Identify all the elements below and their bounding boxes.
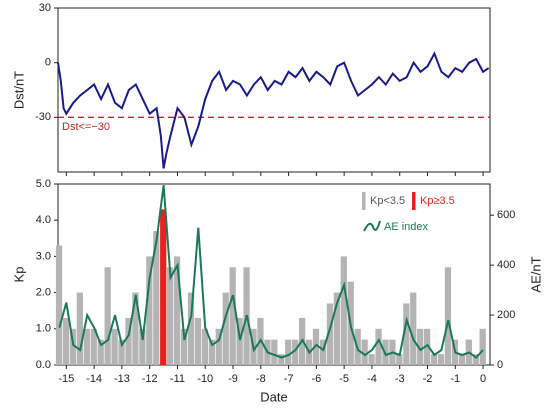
kp-bar	[173, 256, 181, 365]
kp-bar	[417, 328, 424, 365]
y-tick-label: 30	[39, 2, 51, 14]
legend-swatch	[412, 192, 416, 210]
x-tick-label: -5	[339, 373, 349, 385]
y-tick-label: 3.0	[36, 250, 51, 262]
y-tick-label: -30	[35, 111, 51, 123]
x-tick-label: -3	[395, 373, 405, 385]
y-tick-label: 0.0	[36, 359, 51, 371]
kp-bar	[333, 292, 340, 365]
kp-bar	[97, 339, 104, 365]
y-tick-label: 2.0	[36, 287, 51, 299]
kp-bar	[62, 317, 70, 365]
x-axis-label: Date	[260, 389, 287, 404]
x-tick-label: -13	[114, 373, 130, 385]
kp-bar	[472, 354, 479, 365]
x-tick-label: -14	[86, 373, 102, 385]
kp-bar	[396, 354, 403, 365]
legend-swatch	[363, 220, 381, 232]
y-axis-label: Dst/nT	[11, 71, 26, 109]
kp-bar	[146, 256, 153, 365]
kp-bar	[368, 354, 375, 365]
kp-bar	[236, 317, 243, 365]
kp-bar	[83, 328, 90, 365]
x-tick-label: -10	[197, 373, 213, 385]
x-tick-label: -12	[142, 373, 158, 385]
kp-bar	[111, 328, 118, 365]
x-tick-label: -15	[58, 373, 74, 385]
kp-bar	[180, 328, 188, 365]
kp-bar	[319, 339, 327, 365]
x-tick-label: 0	[480, 373, 486, 385]
kp-bar	[403, 303, 410, 365]
legend-label: Kp≥3.5	[420, 195, 455, 207]
kp-bar	[292, 339, 299, 365]
kp-bar	[104, 267, 111, 365]
kp-bar	[222, 292, 229, 365]
x-tick-label: -6	[311, 373, 321, 385]
series-line	[57, 51, 490, 169]
x-tick-label: -11	[170, 373, 185, 385]
kp-bar	[167, 267, 174, 365]
series-line	[58, 185, 484, 359]
kp-bar	[125, 317, 132, 365]
y-axis-label: Kp	[11, 267, 26, 283]
kp-bar	[153, 231, 160, 365]
kp-bar	[229, 267, 236, 365]
y2-axis-label: AE/nT	[528, 256, 543, 292]
kp-bar	[90, 328, 97, 365]
kp-bar	[271, 339, 278, 365]
plot-frame	[57, 7, 491, 173]
kp-bar	[187, 292, 195, 365]
kp-bar	[458, 354, 465, 365]
x-tick-label: -9	[228, 373, 238, 385]
kp-bar	[430, 354, 438, 365]
kp-bar	[194, 317, 202, 365]
kp-bar	[361, 339, 368, 365]
kp-bar	[278, 354, 285, 365]
kp-bar	[215, 328, 222, 365]
kp-bar	[285, 339, 292, 365]
x-tick-label: -7	[284, 373, 294, 385]
kp-bar	[69, 328, 77, 365]
kp-bar	[375, 328, 382, 365]
kp-bar	[479, 328, 486, 365]
kp-bar	[160, 209, 167, 365]
y-tick-label: 1.0	[36, 323, 51, 335]
legend-swatch	[362, 192, 366, 210]
kp-bar	[208, 339, 215, 365]
kp-bar	[76, 292, 84, 365]
annotation: Dst<=−30	[62, 121, 110, 133]
x-tick-label: -1	[450, 373, 460, 385]
y-tick-label: 5.0	[36, 178, 51, 190]
kp-bar	[444, 267, 452, 365]
kp-bar	[410, 292, 417, 365]
y2-tick-label: 400	[497, 259, 515, 271]
kp-bar	[201, 328, 209, 365]
y2-tick-label: 0	[497, 359, 503, 371]
legend-label: AE index	[384, 221, 429, 233]
y-tick-label: 0	[45, 57, 51, 69]
kp-bar	[326, 303, 334, 365]
kp-bar	[132, 292, 139, 365]
legend-label: Kp<3.5	[370, 195, 405, 207]
kp-bar	[118, 339, 125, 365]
kp-bar	[340, 256, 347, 365]
y-tick-label: 4.0	[36, 214, 51, 226]
x-tick-label: -8	[256, 373, 266, 385]
y2-tick-label: 600	[497, 209, 515, 221]
kp-bar	[424, 328, 431, 365]
y2-tick-label: 200	[497, 309, 515, 321]
kp-bar	[139, 328, 146, 365]
kp-bar	[55, 245, 63, 365]
kp-bar	[312, 328, 320, 365]
x-tick-label: -2	[423, 373, 433, 385]
x-tick-label: -4	[367, 373, 377, 385]
kp-bar	[437, 354, 445, 365]
